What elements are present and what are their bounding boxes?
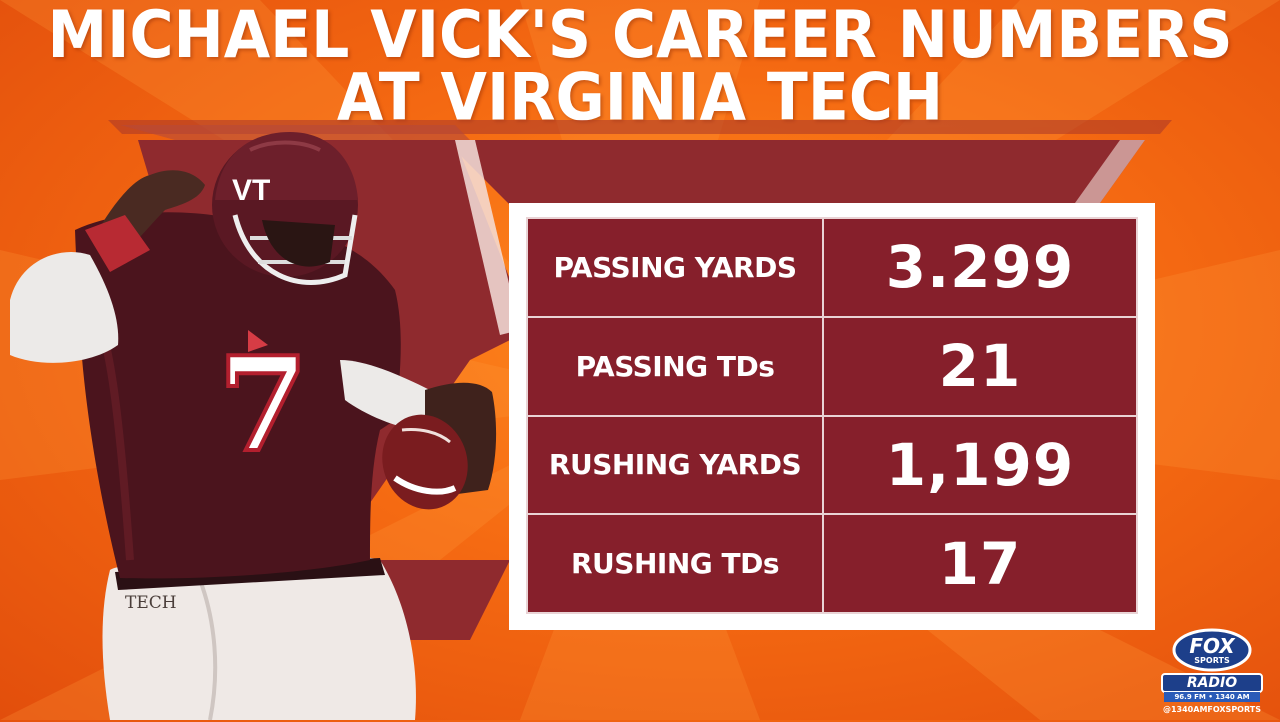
stats-card: PASSING YARDS 3.299 PASSING TDs 21 RUSHI… [509, 203, 1155, 630]
stat-label: PASSING YARDS [526, 217, 824, 318]
stat-value: 1,199 [822, 414, 1138, 516]
stat-value: 21 [822, 315, 1138, 417]
frequency-text: 96.9 FM • 1340 AM [1174, 693, 1250, 701]
radio-text: RADIO [1186, 675, 1238, 691]
stat-value: 17 [822, 513, 1138, 614]
title-line-1: MICHAEL VICK'S CAREER NUMBERS [47, 0, 1233, 74]
stat-value: 3.299 [822, 217, 1138, 318]
stats-row-rushing-tds: RUSHING TDs 17 [526, 513, 1138, 614]
sports-text: SPORTS [1194, 656, 1230, 665]
fox-text: FOX [1189, 634, 1235, 658]
helmet-logo: VT [232, 174, 270, 207]
stats-table: PASSING YARDS 3.299 PASSING TDs 21 RUSHI… [526, 217, 1138, 614]
stat-label: RUSHING YARDS [526, 414, 824, 516]
fox-sports-radio-logo: FOX SPORTS RADIO 96.9 FM • 1340 AM @1340… [1150, 628, 1274, 718]
page-title: MICHAEL VICK'S CAREER NUMBERS AT VIRGINI… [0, 0, 1280, 136]
pants-text: TECH [125, 593, 177, 613]
stat-label: RUSHING TDs [526, 513, 824, 614]
fox-logo-icon [1161, 628, 1263, 702]
stats-row-passing-tds: PASSING TDs 21 [526, 315, 1138, 417]
title-line-2: AT VIRGINIA TECH [336, 60, 944, 136]
stat-label: PASSING TDs [526, 315, 824, 417]
jersey-number: 7 [218, 328, 308, 481]
handle-text: @1340AMFOXSPORTS [1162, 705, 1261, 714]
stats-row-rushing-yards: RUSHING YARDS 1,199 [526, 414, 1138, 516]
stats-row-passing-yards: PASSING YARDS 3.299 [526, 217, 1138, 318]
